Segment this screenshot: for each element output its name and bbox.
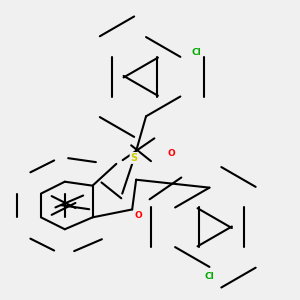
Text: Cl: Cl (191, 48, 201, 57)
Text: O: O (168, 149, 176, 158)
Text: S: S (130, 153, 138, 163)
Text: Cl: Cl (205, 272, 214, 281)
Text: O: O (134, 211, 142, 220)
